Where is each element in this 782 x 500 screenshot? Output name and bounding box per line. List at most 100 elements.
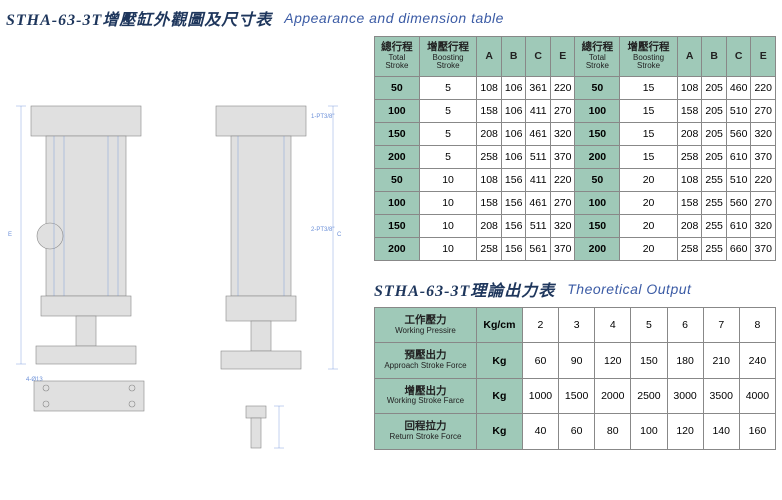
table-cell: 6 — [667, 308, 703, 343]
table-cell: 150 — [375, 123, 420, 146]
table-cell: 3500 — [703, 378, 739, 413]
table-cell: 15 — [620, 123, 678, 146]
table-cell: 510 — [726, 100, 751, 123]
table-cell: 270 — [751, 100, 776, 123]
table-cell: 10 — [419, 192, 477, 215]
table-cell: 150 — [575, 215, 620, 238]
table-cell: 200 — [575, 146, 620, 169]
table-cell: 10 — [419, 238, 477, 261]
table-cell: 1500 — [559, 378, 595, 413]
dim-col-header: A — [677, 37, 702, 77]
table-cell: 370 — [751, 146, 776, 169]
table-cell: 200 — [375, 146, 420, 169]
table-cell: 220 — [550, 169, 575, 192]
table-cell: 156 — [501, 238, 526, 261]
table-cell: 50 — [575, 77, 620, 100]
table-cell: 2 — [522, 308, 558, 343]
table-cell: 255 — [702, 238, 727, 261]
table-cell: 205 — [702, 146, 727, 169]
table-row: 150520810646132015015208205560320 — [375, 123, 776, 146]
table-cell: 320 — [550, 123, 575, 146]
table-cell: 5 — [419, 123, 477, 146]
svg-text:C: C — [337, 232, 342, 238]
table-cell: 156 — [501, 192, 526, 215]
table-cell: 108 — [477, 169, 502, 192]
row-label: 工作壓力Working Pressire — [375, 308, 477, 343]
dim-col-header: E — [550, 37, 575, 77]
header-1: STHA-63-3T增壓缸外觀圖及尺寸表 Appearance and dime… — [6, 6, 776, 30]
table-cell: 255 — [702, 169, 727, 192]
table-cell: 40 — [522, 414, 558, 449]
title-cn-1: STHA-63-3T增壓缸外觀圖及尺寸表 — [6, 6, 272, 30]
table-cell: 140 — [703, 414, 739, 449]
unit-cell: Kg — [476, 414, 522, 449]
svg-text:2-PT3/8": 2-PT3/8" — [311, 227, 334, 233]
table-cell: 5 — [419, 146, 477, 169]
table-row: 預壓出力Approach Stroke ForceKg6090120150180… — [375, 343, 776, 378]
table-cell: 5 — [631, 308, 667, 343]
table-cell: 156 — [501, 169, 526, 192]
table-cell: 7 — [703, 308, 739, 343]
table-cell: 108 — [677, 169, 702, 192]
table-cell: 258 — [677, 238, 702, 261]
table-cell: 106 — [501, 77, 526, 100]
table-row: 1501020815651132015020208255610320 — [375, 215, 776, 238]
row-label: 增壓出力Working Stroke Farce — [375, 378, 477, 413]
dim-col-header: E — [751, 37, 776, 77]
unit-cell: Kg — [476, 343, 522, 378]
table-cell: 108 — [677, 77, 702, 100]
dim-col-header: 增壓行程Boosting Stroke — [620, 37, 678, 77]
table-cell: 258 — [477, 238, 502, 261]
table-cell: 370 — [751, 238, 776, 261]
table-cell: 20 — [620, 238, 678, 261]
table-row: 2001025815656137020020258255660370 — [375, 238, 776, 261]
table-cell: 320 — [751, 215, 776, 238]
table-row: 50101081564112205020108255510220 — [375, 169, 776, 192]
table-cell: 370 — [550, 146, 575, 169]
table-row: 1001015815646127010020158255560270 — [375, 192, 776, 215]
table-cell: 220 — [751, 77, 776, 100]
dimension-table: 總行程Total Stroke增壓行程Boosting StrokeABCE總行… — [374, 36, 776, 261]
table-cell: 100 — [575, 192, 620, 215]
table-cell: 180 — [667, 343, 703, 378]
table-cell: 50 — [575, 169, 620, 192]
title-en-1: Appearance and dimension table — [284, 10, 504, 26]
table-row: 工作壓力Working PressireKg/cm2345678 — [375, 308, 776, 343]
row-label: 回程拉力Return Stroke Force — [375, 414, 477, 449]
table-cell: 8 — [739, 308, 775, 343]
table-cell: 20 — [620, 169, 678, 192]
table-cell: 160 — [739, 414, 775, 449]
header-2: STHA-63-3T理論出力表 Theoretical Output — [374, 277, 776, 301]
table-cell: 510 — [726, 169, 751, 192]
table-cell: 220 — [550, 77, 575, 100]
row-label: 預壓出力Approach Stroke Force — [375, 343, 477, 378]
table-cell: 150 — [575, 123, 620, 146]
table-cell: 270 — [550, 100, 575, 123]
table-cell: 1000 — [522, 378, 558, 413]
table-row: 回程拉力Return Stroke ForceKg406080100120140… — [375, 414, 776, 449]
table-cell: 106 — [501, 100, 526, 123]
table-cell: 270 — [751, 192, 776, 215]
table-cell: 60 — [522, 343, 558, 378]
table-cell: 108 — [477, 77, 502, 100]
technical-drawing: C E 1-PT3/8" 2-PT3/8" 4-Ø13 — [6, 36, 366, 466]
table-cell: 2500 — [631, 378, 667, 413]
title-en-2: Theoretical Output — [567, 281, 691, 297]
table-cell: 50 — [375, 169, 420, 192]
dim-col-header: A — [477, 37, 502, 77]
table-cell: 240 — [739, 343, 775, 378]
table-cell: 158 — [677, 192, 702, 215]
table-cell: 255 — [702, 192, 727, 215]
table-cell: 106 — [501, 123, 526, 146]
dim-col-header: C — [726, 37, 751, 77]
table-cell: 158 — [477, 100, 502, 123]
table-cell: 156 — [501, 215, 526, 238]
table-cell: 610 — [726, 146, 751, 169]
table-cell: 4000 — [739, 378, 775, 413]
dim-col-header: B — [501, 37, 526, 77]
table-cell: 15 — [620, 100, 678, 123]
table-cell: 120 — [667, 414, 703, 449]
table-cell: 205 — [702, 100, 727, 123]
unit-cell: Kg/cm — [476, 308, 522, 343]
table-cell: 208 — [677, 215, 702, 238]
